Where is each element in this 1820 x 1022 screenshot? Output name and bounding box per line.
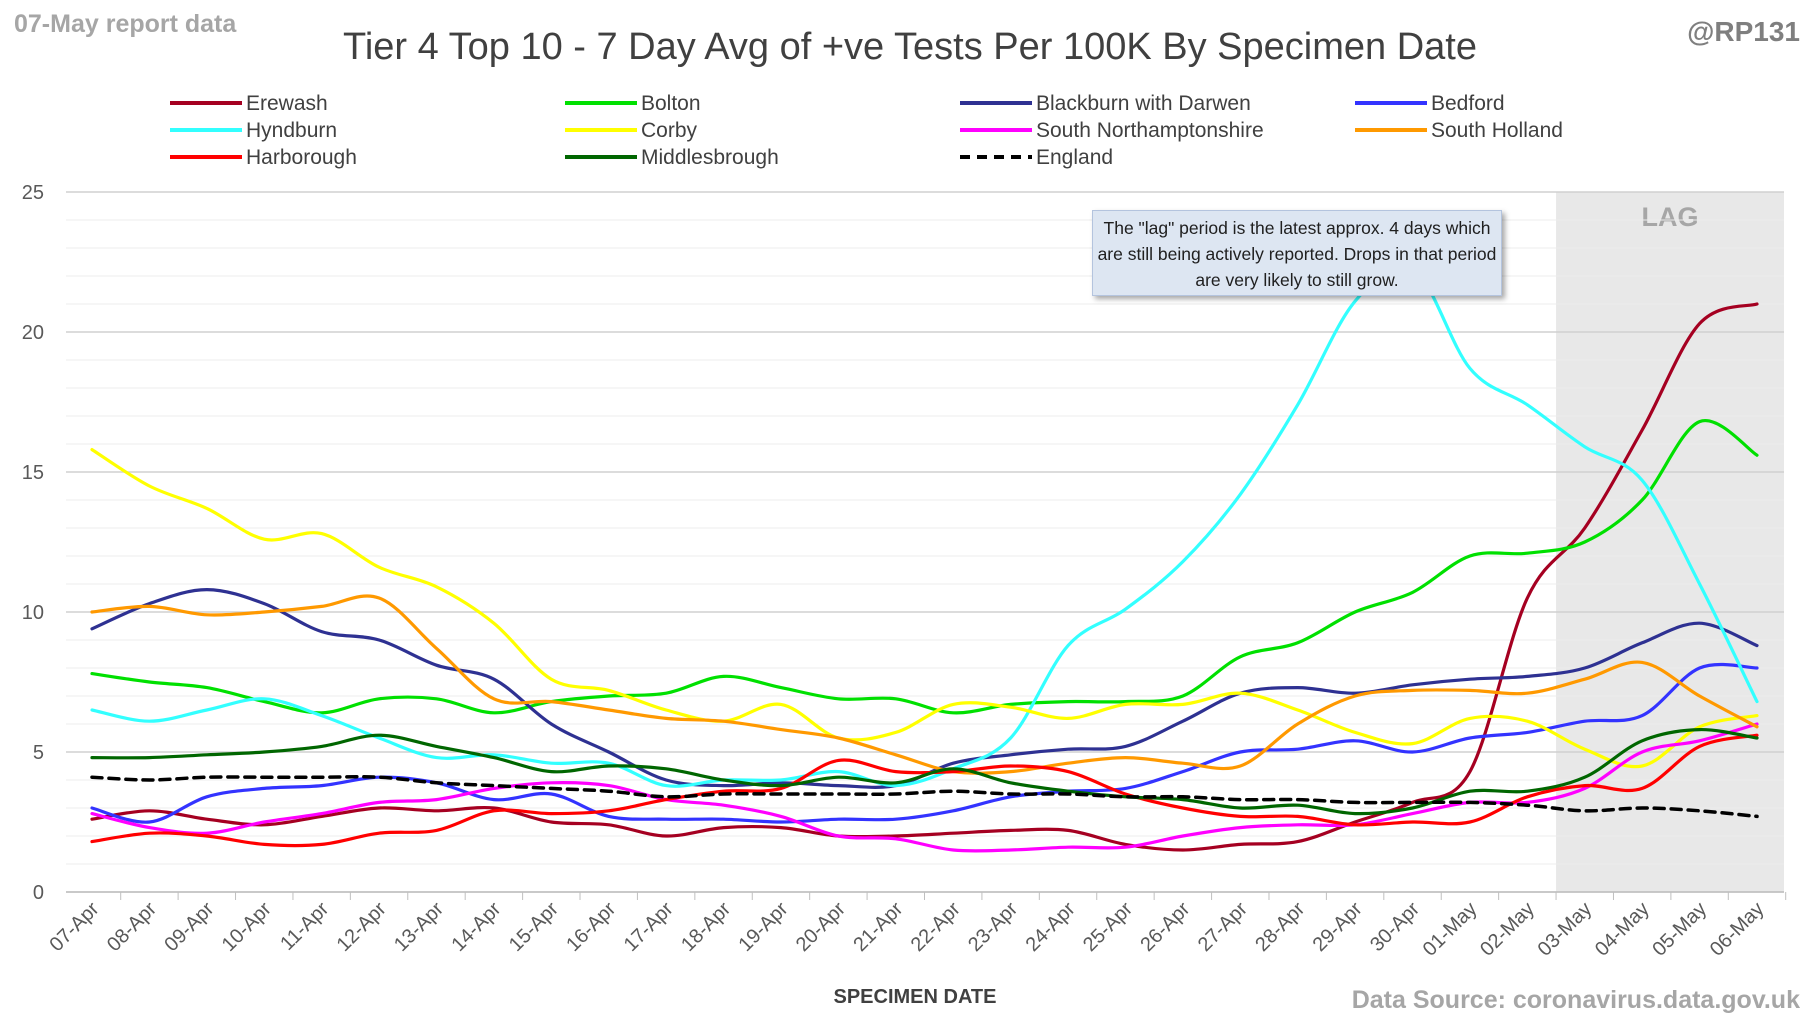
lag-shading [1556,192,1784,892]
x-axis-title: SPECIMEN DATE [834,986,997,1008]
series-line-south-northamptonshire [90,722,1759,853]
x-tick-label: 29-Apr [1309,898,1367,956]
legend-label-middlesbrough: Middlesbrough [641,146,779,169]
y-tick-label: 25 [22,182,44,204]
legend-label-corby: Corby [641,119,698,142]
series-line-south-holland [90,594,1759,775]
lag-note-callout: The "lag" period is the latest approx. 4… [1092,210,1502,296]
legend-label-bedford: Bedford [1431,92,1505,115]
x-tick-label: 21-Apr [849,898,907,956]
series-line-erewash [90,302,1759,852]
x-tick-label: 24-Apr [1022,898,1080,956]
x-tick-label: 09-Apr [160,898,218,956]
legend-label-erewash: Erewash [246,92,328,115]
y-tick-label: 10 [22,602,44,624]
legend-label-england: England [1036,146,1113,169]
x-tick-label: 14-Apr [447,898,505,956]
x-tick-label: 06-May [1706,898,1769,961]
legend-label-south-northamptonshire: South Northamptonshire [1036,119,1264,142]
report-date-label: 07-May report data [14,10,237,38]
x-tick-label: 15-Apr [505,898,563,956]
legend-label-bolton: Bolton [641,92,701,115]
legend-label-harborough: Harborough [246,146,357,169]
gridlines [66,191,1784,893]
x-tick-label: 02-May [1476,898,1539,961]
series-lines [90,263,1759,853]
x-tick-label: 22-Apr [907,898,965,956]
series-line-hyndburn [90,263,1759,788]
author-handle: @RP131 [1687,16,1800,47]
series-line-blackburn-with-darwen [90,588,1759,789]
x-tick-label: 04-May [1591,898,1654,961]
legend-label-hyndburn: Hyndburn [246,119,337,142]
x-tick-label: 19-Apr [734,898,792,956]
lag-label: LAG [1642,202,1699,232]
x-tick-label: 12-Apr [333,898,391,956]
x-tick-label: 30-Apr [1366,898,1424,956]
x-tick-label: 18-Apr [677,898,735,956]
legend-label-south-holland: South Holland [1431,119,1563,142]
y-tick-label: 0 [33,882,44,904]
x-tick-label: 23-Apr [964,898,1022,956]
chart-title: Tier 4 Top 10 - 7 Day Avg of +ve Tests P… [343,26,1477,68]
series-line-corby [90,448,1759,769]
series-line-bolton [90,419,1759,715]
x-tick-label: 11-Apr [276,898,333,955]
x-tick-label: 05-May [1648,898,1711,961]
x-tick-label: 27-Apr [1194,898,1252,956]
x-tick-label: 08-Apr [103,898,161,956]
x-tick-label: 17-Apr [620,898,678,956]
y-tick-label: 15 [22,462,44,484]
series-line-middlesbrough [90,727,1759,816]
series-line-england [90,775,1759,819]
x-tick-label: 01-May [1419,898,1482,961]
x-tick-label: 10-Apr [218,898,276,956]
x-tick-label: 16-Apr [562,898,620,956]
series-line-harborough [90,733,1759,848]
x-tick-label: 20-Apr [792,898,850,956]
y-tick-label: 20 [22,322,44,344]
x-tick-label: 07-Apr [46,898,104,956]
x-tick-label: 13-Apr [390,898,448,956]
data-source-label: Data Source: coronavirus.data.gov.uk [1351,986,1800,1014]
legend-label-blackburn-with-darwen: Blackburn with Darwen [1036,92,1251,115]
legend: Erewash Bolton Blackburn with Darwen Bedfor… [170,92,1563,169]
x-tick-label: 28-Apr [1251,898,1309,956]
x-tick-label: 26-Apr [1136,898,1194,956]
y-tick-label: 5 [33,742,44,764]
lag-region: LAG [1556,192,1784,892]
x-tick-label: 25-Apr [1079,898,1137,956]
x-tick-label: 03-May [1534,898,1597,961]
